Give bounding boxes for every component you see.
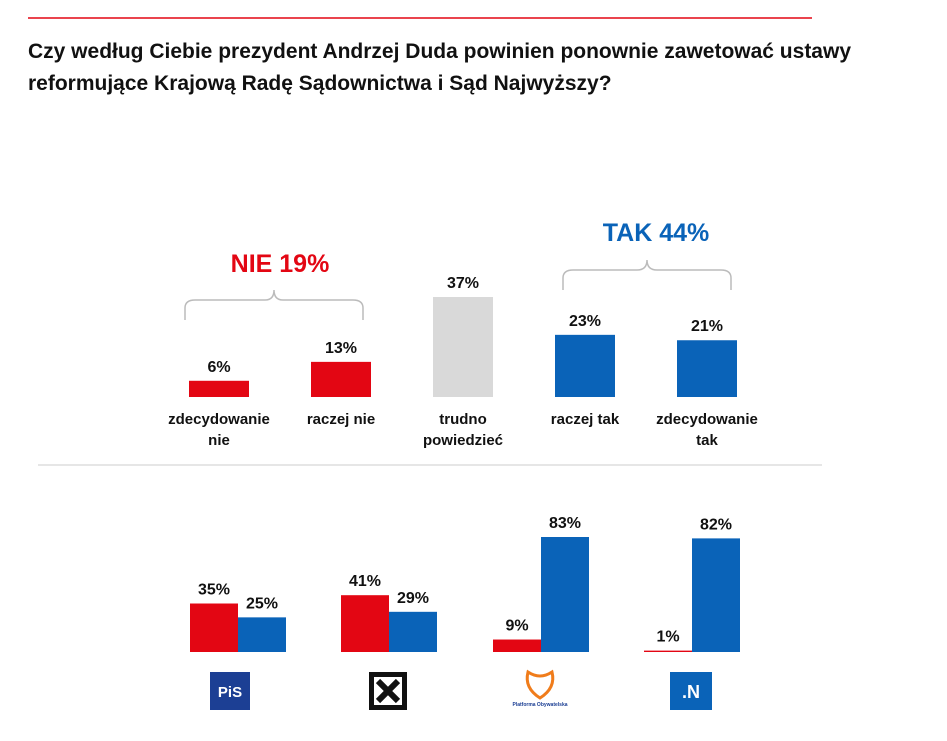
bar bbox=[644, 650, 692, 652]
bar bbox=[238, 617, 286, 652]
bar bbox=[190, 603, 238, 652]
value-label: 37% bbox=[447, 275, 479, 292]
x-tick-label: zdecydowanie tak bbox=[656, 411, 758, 449]
value-label: 25% bbox=[246, 595, 278, 612]
logo bbox=[210, 672, 250, 710]
logo-text: .N bbox=[682, 682, 700, 702]
value-label: 23% bbox=[569, 313, 601, 330]
logo-text: PiS bbox=[218, 684, 242, 701]
bar bbox=[433, 297, 493, 397]
bar bbox=[555, 334, 615, 397]
bar bbox=[692, 538, 740, 652]
bar bbox=[493, 639, 541, 652]
bar bbox=[389, 611, 437, 652]
x-tick-label: zdecydowanie nie bbox=[168, 411, 270, 449]
value-label: 41% bbox=[349, 573, 381, 590]
value-label: 83% bbox=[549, 515, 581, 532]
value-label: 9% bbox=[505, 618, 528, 635]
x-tick-label: raczej nie bbox=[306, 411, 376, 428]
bar bbox=[677, 340, 737, 397]
logo bbox=[525, 669, 555, 700]
bar bbox=[311, 361, 371, 397]
annotation: NIE 19% bbox=[231, 250, 330, 278]
value-label: 29% bbox=[397, 590, 429, 607]
annotation: TAK 44% bbox=[603, 219, 710, 247]
bracket bbox=[184, 289, 364, 320]
bracket bbox=[562, 259, 732, 290]
bar bbox=[189, 380, 249, 397]
x-tick-label: raczej tak bbox=[550, 411, 620, 428]
value-label: 21% bbox=[691, 318, 723, 335]
value-label: 82% bbox=[700, 516, 732, 533]
value-label: 13% bbox=[325, 340, 357, 357]
chart-title: Czy według Ciebie prezydent Andrzej Duda… bbox=[28, 40, 851, 95]
logo bbox=[375, 678, 401, 704]
x-tick-label: trudno powiedzieć bbox=[422, 411, 504, 449]
value-label: 6% bbox=[207, 359, 230, 376]
logo-text: Platforma Obywatelska bbox=[512, 702, 567, 708]
value-label: 1% bbox=[656, 629, 679, 646]
logo bbox=[670, 672, 712, 710]
bar bbox=[341, 595, 389, 652]
value-label: 35% bbox=[198, 582, 230, 599]
bar bbox=[541, 537, 589, 652]
